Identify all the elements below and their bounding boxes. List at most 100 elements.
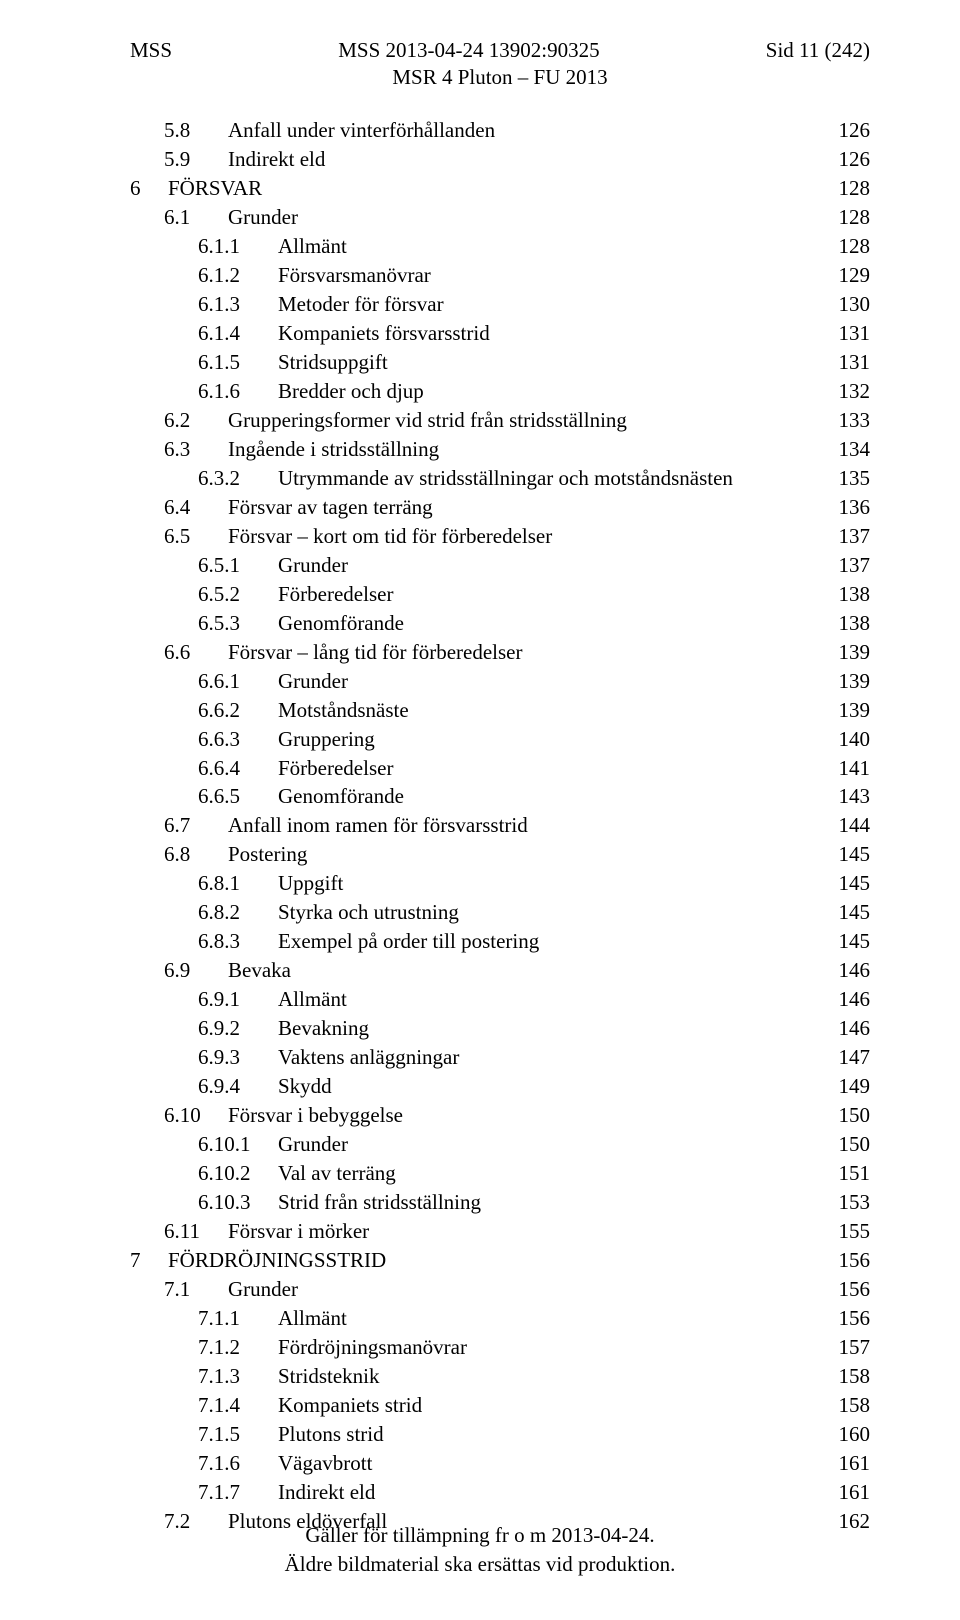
toc-entry-page: 139 [835, 667, 871, 696]
toc-entry-number: 6.1 [164, 203, 228, 232]
toc-entry-number: 6.9.1 [198, 985, 278, 1014]
toc-entry-number: 7.1 [164, 1275, 228, 1304]
toc-entry-title: Försvar i bebyggelse [228, 1101, 403, 1130]
toc-entry-number: 6.3.2 [198, 464, 278, 493]
toc-entry-page: 131 [835, 319, 871, 348]
toc-entry-page: 126 [835, 116, 871, 145]
toc-row: 6.9.2Bevakning 146 [130, 1014, 870, 1043]
toc-entry-title: Stridsteknik [278, 1362, 380, 1391]
toc-entry-number: 7.1.2 [198, 1333, 278, 1362]
header-right: Sid 11 (242) [766, 38, 870, 63]
toc-entry-page: 150 [835, 1130, 871, 1159]
toc-entry-page: 134 [835, 435, 871, 464]
toc-entry-page: 144 [835, 811, 871, 840]
toc-row: 6.8.3Exempel på order till postering145 [130, 927, 870, 956]
toc-entry-title: Metoder för försvar [278, 290, 444, 319]
toc-entry-page: 130 [835, 290, 871, 319]
toc-row: 6.1.2Försvarsmanövrar129 [130, 261, 870, 290]
toc-entry-title: Grunder [278, 667, 348, 696]
toc-entry-title: Allmänt [278, 985, 347, 1014]
toc-row: 6.8.2Styrka och utrustning145 [130, 898, 870, 927]
toc-entry-title: Grunder [278, 1130, 348, 1159]
toc-entry-title: Motståndsnäste [278, 696, 409, 725]
toc-entry-title: Genomförande [278, 782, 404, 811]
toc-entry-number: 6.1.4 [198, 319, 278, 348]
toc-entry-page: 158 [835, 1362, 871, 1391]
toc-entry-number: 6.8.1 [198, 869, 278, 898]
toc-entry-number: 7.1.1 [198, 1304, 278, 1333]
toc-entry-number: 6 [130, 174, 168, 203]
toc-entry-number: 6.10.3 [198, 1188, 278, 1217]
toc-entry-number: 6.10 [164, 1101, 228, 1130]
footer-line-2: Äldre bildmaterial ska ersättas vid prod… [0, 1550, 960, 1578]
toc-row: 6.9Bevaka146 [130, 956, 870, 985]
toc-entry-title: Försvarsmanövrar [278, 261, 431, 290]
toc-entry-page: 138 [835, 580, 871, 609]
toc-row: 6.5.1Grunder137 [130, 551, 870, 580]
toc-entry-number: 6.5.2 [198, 580, 278, 609]
toc-entry-page: 149 [835, 1072, 871, 1101]
toc-entry-page: 141 [835, 754, 871, 783]
toc-entry-title: Vägavbrott [278, 1449, 372, 1478]
toc-entry-page: 156 [835, 1304, 871, 1333]
toc-entry-page: 128 [835, 174, 871, 203]
toc-entry-page: 158 [835, 1391, 871, 1420]
toc-entry-title: Förberedelser [278, 754, 393, 783]
footer-line-1: Gäller för tillämpning fr o m 2013-04-24… [0, 1521, 960, 1549]
toc-entry-number: 6.4 [164, 493, 228, 522]
toc-row: 7.1.3Stridsteknik158 [130, 1362, 870, 1391]
toc-row: 6.5.2Förberedelser 138 [130, 580, 870, 609]
toc-entry-title: Försvar – kort om tid för förberedelser [228, 522, 552, 551]
toc-entry-title: Grunder [228, 203, 298, 232]
toc-entry-page: 161 [835, 1478, 871, 1507]
toc-entry-page: 146 [835, 1014, 871, 1043]
toc-entry-title: Bevakning [278, 1014, 369, 1043]
toc-row: 6.9.1Allmänt 146 [130, 985, 870, 1014]
toc-entry-title: Förberedelser [278, 580, 393, 609]
toc-entry-page: 128 [835, 203, 871, 232]
toc-entry-page: 145 [835, 927, 871, 956]
toc-entry-page: 145 [835, 869, 871, 898]
toc-entry-title: FÖRDRÖJNINGSSTRID [168, 1246, 386, 1275]
toc-entry-page: 140 [835, 725, 871, 754]
toc-entry-number: 6.10.2 [198, 1159, 278, 1188]
toc-row: 6.5Försvar – kort om tid för förberedels… [130, 522, 870, 551]
toc-row: 6.6.2Motståndsnäste139 [130, 696, 870, 725]
toc-entry-title: Plutons strid [278, 1420, 384, 1449]
toc-entry-number: 6.9.2 [198, 1014, 278, 1043]
toc-entry-page: 156 [835, 1275, 871, 1304]
toc-entry-page: 157 [835, 1333, 871, 1362]
toc-entry-number: 6.7 [164, 811, 228, 840]
toc-row: 6.1.1Allmänt128 [130, 232, 870, 261]
toc-entry-number: 6.10.1 [198, 1130, 278, 1159]
toc-row: 6.6.4Förberedelser141 [130, 754, 870, 783]
toc-row: 7.1.7Indirekt eld161 [130, 1478, 870, 1507]
toc-row: 6.5.3Genomförande138 [130, 609, 870, 638]
toc-row: 5.9Indirekt eld126 [130, 145, 870, 174]
toc-entry-number: 6.1.6 [198, 377, 278, 406]
toc-entry-page: 146 [835, 985, 871, 1014]
toc-entry-number: 6.9 [164, 956, 228, 985]
toc-row: 7.1Grunder156 [130, 1275, 870, 1304]
toc-entry-title: Indirekt eld [228, 145, 325, 174]
page-header: MSS MSS 2013-04-24 13902:90325 Sid 11 (2… [130, 38, 870, 63]
toc-entry-page: 161 [835, 1449, 871, 1478]
toc-row: 6.7Anfall inom ramen för försvarsstrid14… [130, 811, 870, 840]
toc-entry-title: Allmänt [278, 232, 347, 261]
toc-entry-number: 6.8 [164, 840, 228, 869]
table-of-contents: 5.8Anfall under vinterförhållanden1265.9… [130, 116, 870, 1535]
document-page: MSS MSS 2013-04-24 13902:90325 Sid 11 (2… [0, 0, 960, 1620]
toc-entry-title: Allmänt [278, 1304, 347, 1333]
toc-entry-number: 6.1.2 [198, 261, 278, 290]
toc-row: 7.1.6Vägavbrott 161 [130, 1449, 870, 1478]
toc-entry-number: 7.1.6 [198, 1449, 278, 1478]
toc-entry-page: 153 [835, 1188, 871, 1217]
toc-row: 7FÖRDRÖJNINGSSTRID156 [130, 1246, 870, 1275]
toc-entry-page: 138 [835, 609, 871, 638]
toc-row: 6.6.5Genomförande143 [130, 782, 870, 811]
toc-row: 6.10Försvar i bebyggelse150 [130, 1101, 870, 1130]
toc-row: 6.9.3Vaktens anläggningar147 [130, 1043, 870, 1072]
toc-row: 6.10.1Grunder 150 [130, 1130, 870, 1159]
toc-entry-title: Exempel på order till postering [278, 927, 539, 956]
toc-row: 6.10.2Val av terräng151 [130, 1159, 870, 1188]
